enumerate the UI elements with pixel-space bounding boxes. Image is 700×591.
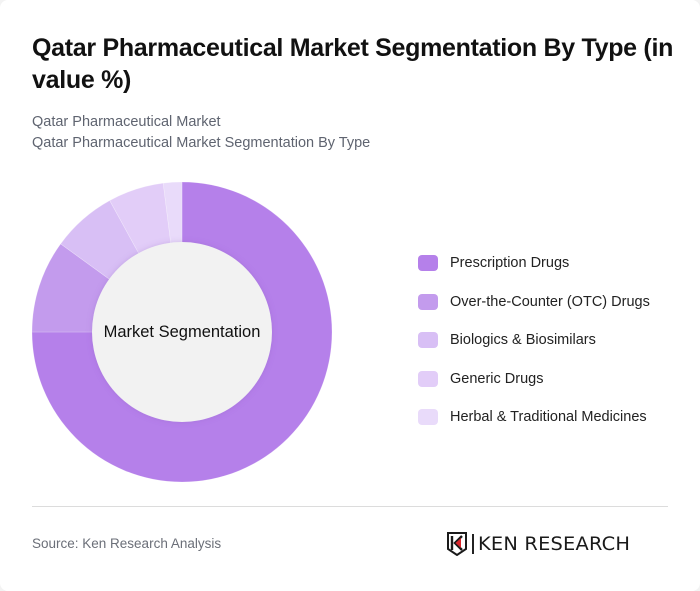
donut-center-label: Market Segmentation	[103, 323, 261, 341]
donut-slice-prescription-drugs[interactable]	[32, 182, 332, 482]
legend-item-biologics-biosimilars[interactable]: Biologics & Biosimilars	[418, 321, 688, 360]
ken-research-logo: KEN RESEARCH	[447, 531, 630, 557]
donut-chart	[32, 182, 332, 482]
legend-label: Over-the-Counter (OTC) Drugs	[450, 293, 650, 310]
legend-label: Prescription Drugs	[450, 255, 570, 272]
ken-research-shield-icon	[447, 532, 467, 556]
breadcrumb-segmentation: Qatar Pharmaceutical Market Segmentation…	[32, 135, 371, 151]
source-note: Source: Ken Research Analysis	[32, 536, 222, 551]
chart-title: Qatar Pharmaceutical Market Segmentation…	[32, 34, 674, 94]
legend-swatch-icon	[418, 409, 438, 426]
logo-text: KEN RESEARCH	[477, 533, 630, 555]
legend-label: Biologics & Biosimilars	[450, 332, 596, 349]
legend-swatch-icon	[418, 332, 438, 349]
donut-svg	[32, 182, 332, 482]
legend-swatch-icon	[418, 255, 438, 272]
legend-label: Generic Drugs	[450, 370, 544, 387]
logo-separator	[472, 534, 474, 554]
legend-label: Herbal & Traditional Medicines	[450, 409, 647, 426]
legend-item-generic-drugs[interactable]: Generic Drugs	[418, 360, 688, 399]
footer-divider	[32, 506, 668, 507]
breadcrumb-market: Qatar Pharmaceutical Market	[32, 114, 221, 130]
legend-item-herbal-traditional[interactable]: Herbal & Traditional Medicines	[418, 398, 688, 437]
legend-item-otc-drugs[interactable]: Over-the-Counter (OTC) Drugs	[418, 283, 688, 322]
donut-hole	[92, 242, 272, 422]
chart-legend: Prescription Drugs Over-the-Counter (OTC…	[418, 244, 688, 437]
legend-swatch-icon	[418, 370, 438, 387]
legend-swatch-icon	[418, 293, 438, 310]
legend-item-prescription-drugs[interactable]: Prescription Drugs	[418, 244, 688, 283]
